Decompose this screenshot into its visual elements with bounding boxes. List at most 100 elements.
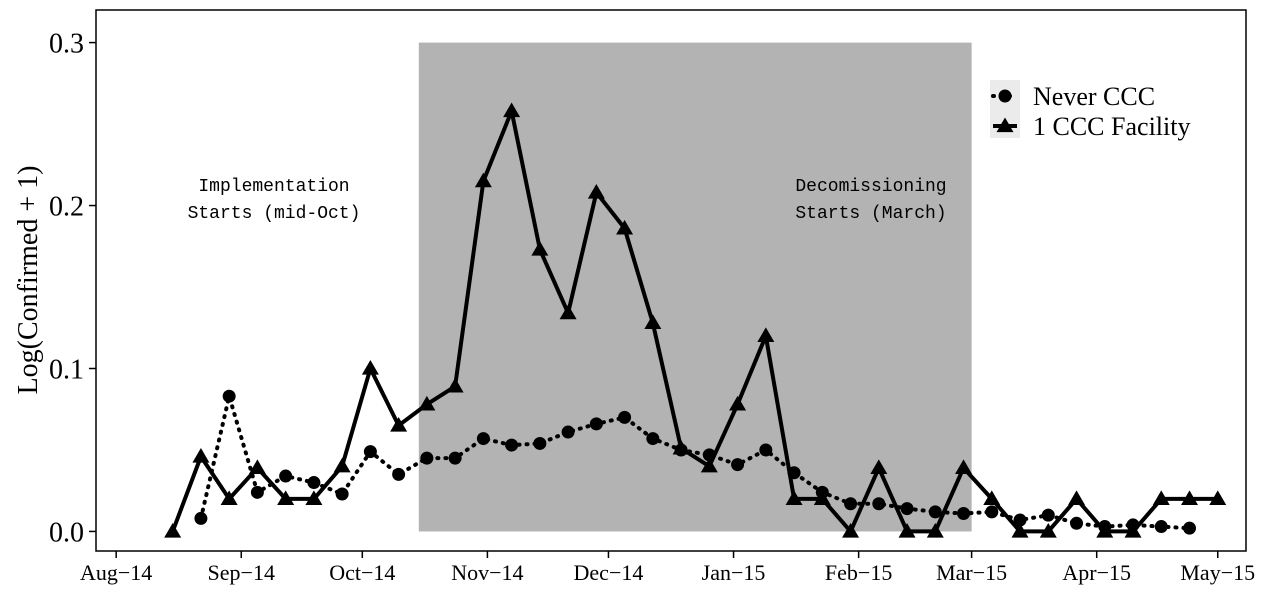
y-axis-label: Log(Confirmed + 1) <box>13 166 44 395</box>
legend-label: Never CCC <box>1033 82 1155 111</box>
data-point-triangle <box>729 395 747 411</box>
data-point-triangle <box>474 172 492 188</box>
x-tick-label: Aug−14 <box>80 560 152 585</box>
data-point-triangle <box>192 447 210 463</box>
data-point-circle <box>335 487 349 501</box>
x-tick-label: Apr−15 <box>1062 560 1131 585</box>
data-point-circle <box>476 432 490 446</box>
data-point-triangle <box>390 417 408 432</box>
data-point-circle <box>844 497 858 511</box>
data-point-circle <box>392 467 406 481</box>
data-point-circle <box>928 505 942 519</box>
series-never-ccc <box>194 389 1197 535</box>
data-point-circle <box>194 511 208 525</box>
data-point-circle <box>759 443 773 457</box>
x-tick-label: Jan−15 <box>702 560 766 585</box>
legend-marker-circle <box>998 89 1012 103</box>
annotation-line: Starts (March) <box>795 204 946 224</box>
data-point-circle <box>505 438 519 452</box>
data-point-triangle <box>248 459 266 475</box>
data-point-triangle <box>1039 522 1057 538</box>
x-tick-label: Dec−14 <box>574 560 644 585</box>
data-point-circle <box>448 451 462 465</box>
data-point-triangle <box>757 327 775 343</box>
data-point-triangle <box>333 457 351 473</box>
data-point-circle <box>872 497 886 511</box>
data-point-circle <box>618 410 632 424</box>
y-tick-label: 0.0 <box>49 517 84 548</box>
data-point-triangle <box>926 522 944 538</box>
plot-border <box>95 9 1247 552</box>
y-axis: 0.0 0.1 0.2 0.3 <box>49 29 96 548</box>
data-point-circle <box>250 485 264 499</box>
data-point-circle <box>363 445 377 459</box>
data-point-triangle <box>813 490 831 505</box>
data-point-triangle <box>277 490 295 505</box>
data-point-circle <box>985 505 999 519</box>
x-axis: Aug−14 Sep−14 Oct−14 Nov−14 Dec−14 Jan−15 Feb−… <box>80 551 1255 585</box>
data-point-triangle <box>446 377 464 393</box>
x-tick-label: Sep−14 <box>208 560 275 585</box>
data-point-triangle <box>1011 522 1029 538</box>
annotation-line: Starts (mid-Oct) <box>188 204 361 224</box>
data-point-triangle <box>644 314 662 329</box>
data-point-circle <box>1013 513 1027 527</box>
data-point-triangle <box>616 219 634 235</box>
data-point-triangle <box>870 459 888 475</box>
series-layer <box>164 102 1227 538</box>
data-point-circle <box>900 502 914 516</box>
data-point-circle <box>731 458 745 472</box>
data-point-circle <box>1183 521 1197 535</box>
data-point-triangle <box>531 241 549 256</box>
data-point-circle <box>222 389 236 403</box>
data-point-triangle <box>898 522 916 538</box>
data-point-triangle <box>1152 490 1170 505</box>
y-tick-label: 0.1 <box>49 354 84 385</box>
data-point-triangle <box>503 102 521 118</box>
data-point-triangle <box>1124 522 1142 538</box>
x-tick-label: Mar−15 <box>936 560 1007 585</box>
data-point-circle <box>533 436 547 450</box>
x-tick-label: Feb−15 <box>825 560 892 585</box>
data-point-circle <box>646 432 660 446</box>
y-tick-label: 0.3 <box>49 29 84 60</box>
data-point-triangle <box>220 490 238 505</box>
y-tick-label: 0.2 <box>49 192 84 223</box>
data-point-triangle <box>164 522 182 538</box>
x-tick-label: Nov−14 <box>451 560 523 585</box>
legend-marker-triangle <box>996 117 1014 133</box>
data-point-triangle <box>700 457 718 473</box>
data-point-circle <box>1070 516 1084 530</box>
data-point-triangle <box>559 304 577 320</box>
data-point-circle <box>561 425 575 439</box>
annotations: Implementation Starts (mid-Oct) Decomissio… <box>188 177 947 224</box>
legend-label: 1 CCC Facility <box>1033 112 1190 141</box>
x-tick-label: Oct−14 <box>329 560 395 585</box>
data-point-triangle <box>1068 490 1086 505</box>
data-point-triangle <box>305 490 323 505</box>
data-point-circle <box>1041 508 1055 522</box>
series-1-ccc-facility <box>164 102 1227 538</box>
data-point-triangle <box>361 359 379 375</box>
data-point-triangle <box>842 522 860 538</box>
annotation-line: Decomissioning <box>795 177 946 197</box>
data-point-circle <box>307 476 321 490</box>
x-tick-label: May−15 <box>1180 560 1255 585</box>
data-point-triangle <box>672 439 690 455</box>
data-point-triangle <box>1181 490 1199 505</box>
data-point-triangle <box>1096 522 1114 538</box>
data-point-circle <box>957 507 971 521</box>
annotation-line: Implementation <box>198 177 349 197</box>
data-point-triangle <box>1209 490 1227 505</box>
data-point-triangle <box>955 459 973 475</box>
data-point-circle <box>1154 520 1168 534</box>
data-point-triangle <box>418 395 436 411</box>
data-point-circle <box>279 469 293 483</box>
data-point-triangle <box>785 490 803 505</box>
data-point-circle <box>420 451 434 465</box>
data-point-circle <box>589 417 603 431</box>
data-point-triangle <box>983 490 1001 505</box>
